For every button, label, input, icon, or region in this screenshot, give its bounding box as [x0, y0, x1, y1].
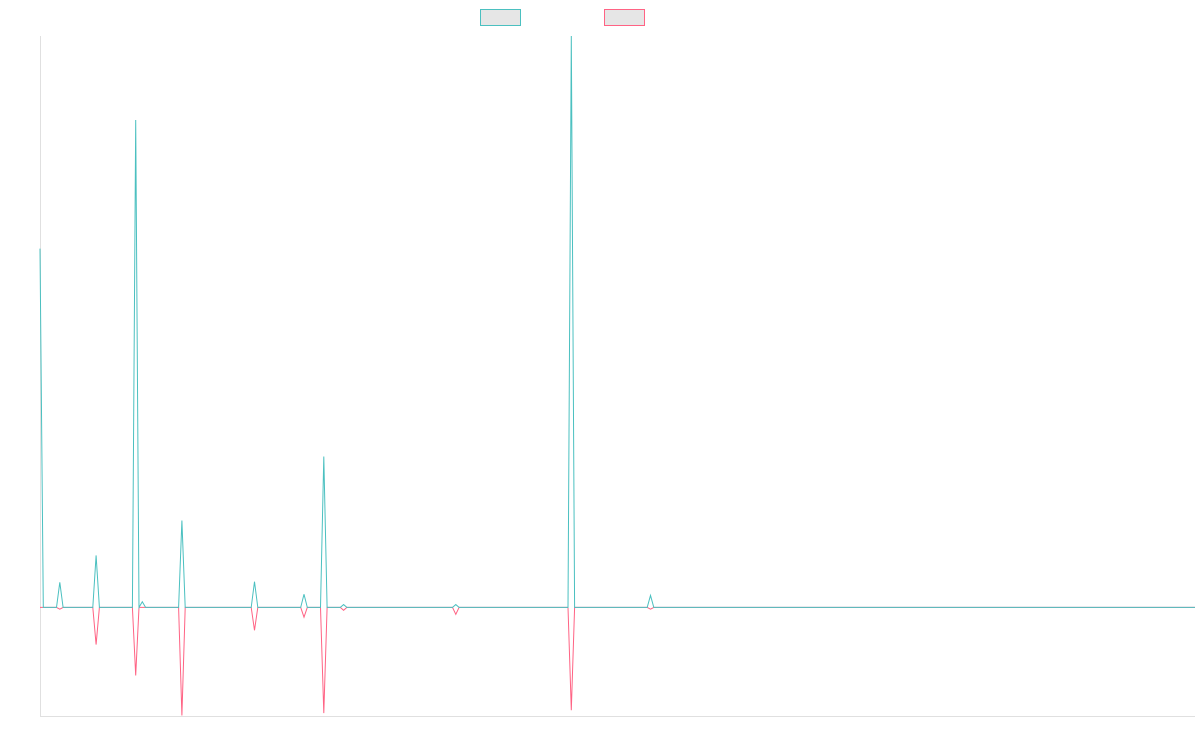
series-line [40, 606, 1195, 716]
series-line [39, 35, 1195, 610]
legend-swatch[interactable] [604, 9, 645, 26]
legend-swatch[interactable] [480, 9, 521, 26]
